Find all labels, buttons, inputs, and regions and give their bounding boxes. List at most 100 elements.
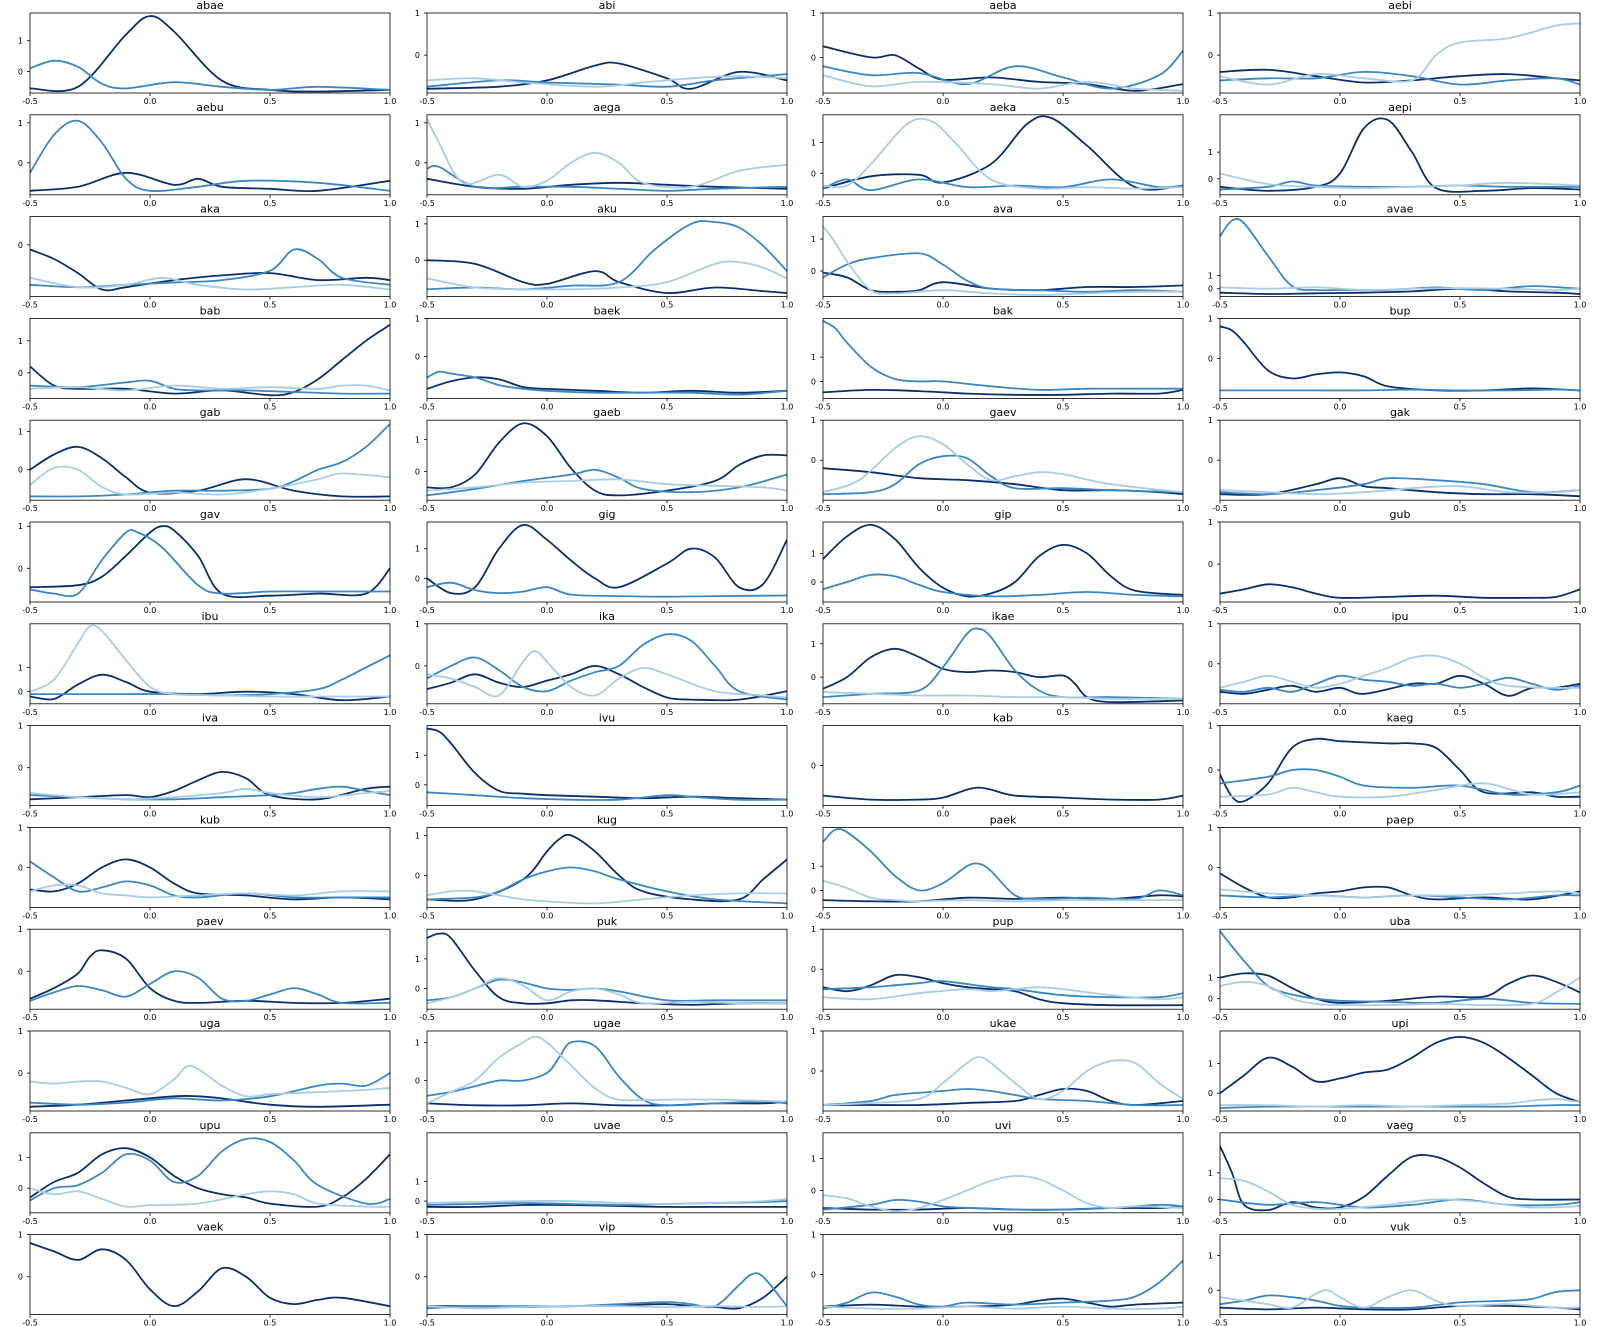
panel-title: gab bbox=[200, 406, 221, 419]
x-tick-label: 0.5 bbox=[1454, 810, 1467, 819]
x-tick-label: 1.0 bbox=[1574, 199, 1587, 208]
x-tick-label: 1.0 bbox=[1574, 810, 1587, 819]
panel-frame bbox=[1219, 623, 1581, 705]
panel-vug: vug -0.5 0.0 0.5 1.0 1 0 bbox=[811, 1221, 1189, 1326]
x-tick-label: 0.0 bbox=[541, 606, 554, 615]
series-line-2 bbox=[427, 164, 787, 192]
y-tick-label: 0 bbox=[1208, 1089, 1213, 1098]
x-tick-label: -0.5 bbox=[22, 810, 38, 819]
series-line-1 bbox=[1220, 68, 1580, 84]
panel-bab: bab -0.5 0.0 0.5 1.0 1 0 bbox=[18, 304, 396, 411]
panel-ava: ava -0.5 0.0 0.5 1.0 1 0 bbox=[811, 203, 1189, 310]
x-tick-label: -0.5 bbox=[22, 402, 38, 411]
series-line-1 bbox=[30, 323, 390, 397]
x-tick-label: -0.5 bbox=[815, 199, 831, 208]
series-group bbox=[823, 523, 1183, 598]
panel-title: upi bbox=[1391, 1017, 1408, 1030]
y-tick-label: 0 bbox=[811, 267, 816, 276]
x-tick-label: 1.0 bbox=[384, 504, 397, 513]
y-tick-label: 1 bbox=[415, 620, 420, 629]
x-tick-label: 0.5 bbox=[1454, 911, 1467, 920]
x-tick-label: 1.0 bbox=[1177, 1319, 1190, 1326]
x-tick-label: 0.5 bbox=[661, 199, 674, 208]
y-tick-label: 0 bbox=[1208, 863, 1213, 872]
series-line-1 bbox=[823, 388, 1183, 396]
panel-vuk: vuk -0.5 0.0 0.5 1.0 1 0 bbox=[1208, 1221, 1586, 1326]
panel-frame bbox=[426, 1132, 788, 1214]
y-tick-label: 0 bbox=[18, 967, 23, 976]
x-tick-label: 0.0 bbox=[144, 504, 157, 513]
x-tick-label: 0.5 bbox=[1454, 97, 1467, 106]
panel-ikae: ikae -0.5 0.0 0.5 1.0 1 0 bbox=[811, 610, 1189, 717]
series-line-2 bbox=[1220, 388, 1580, 392]
y-tick-label: 0 bbox=[1208, 354, 1213, 363]
panel-frame bbox=[29, 1030, 391, 1112]
panel-title: vaek bbox=[197, 1221, 224, 1234]
series-line-3 bbox=[30, 883, 390, 899]
panel-ibu: ibu -0.5 0.0 0.5 1.0 1 0 bbox=[18, 610, 396, 717]
panel-gaev: gaev -0.5 0.0 0.5 1.0 1 0 bbox=[811, 406, 1189, 513]
series-group bbox=[1220, 217, 1580, 295]
panel-paek: paek -0.5 0.0 0.5 1.0 1 0 bbox=[811, 813, 1189, 920]
x-tick-label: 0.0 bbox=[1334, 97, 1347, 106]
series-group bbox=[30, 858, 390, 901]
series-line-1 bbox=[1220, 1145, 1580, 1212]
panel-frame bbox=[1219, 928, 1581, 1010]
x-tick-label: 0.0 bbox=[1334, 810, 1347, 819]
series-group bbox=[427, 370, 787, 396]
series-line-3 bbox=[427, 117, 787, 189]
panel-frame bbox=[822, 419, 1184, 501]
series-line-1 bbox=[823, 271, 1183, 293]
series-group bbox=[1220, 1145, 1580, 1212]
x-tick-label: 0.0 bbox=[541, 199, 554, 208]
panel-frame bbox=[426, 827, 788, 908]
series-group bbox=[30, 248, 390, 292]
panel-frame bbox=[29, 725, 391, 806]
panel-title: gak bbox=[1390, 406, 1411, 419]
series-line-1 bbox=[427, 524, 787, 595]
y-tick-label: 0 bbox=[1208, 766, 1213, 775]
x-tick-label: 1.0 bbox=[1177, 810, 1190, 819]
series-line-2 bbox=[427, 791, 787, 801]
x-tick-label: -0.5 bbox=[419, 810, 435, 819]
x-tick-label: -0.5 bbox=[815, 402, 831, 411]
x-tick-label: -0.5 bbox=[419, 199, 435, 208]
series-line-3 bbox=[1220, 654, 1580, 689]
series-line-3 bbox=[427, 1305, 787, 1310]
x-tick-label: 0.5 bbox=[1057, 504, 1070, 513]
x-tick-label: -0.5 bbox=[815, 1319, 831, 1326]
y-tick-label: 0 bbox=[18, 241, 23, 250]
y-tick-label: 1 bbox=[1208, 974, 1213, 983]
y-tick-label: 1 bbox=[415, 1038, 420, 1047]
x-tick-label: 0.5 bbox=[264, 708, 277, 717]
y-tick-label: 1 bbox=[415, 545, 420, 554]
series-line-3 bbox=[427, 260, 787, 291]
series-line-1 bbox=[30, 1242, 390, 1308]
series-line-3 bbox=[427, 889, 787, 905]
panel-title: pup bbox=[993, 915, 1014, 928]
series-group bbox=[1220, 477, 1580, 498]
y-tick-label: 0 bbox=[415, 781, 420, 790]
x-tick-label: -0.5 bbox=[419, 301, 435, 310]
x-tick-label: 0.0 bbox=[1334, 1319, 1347, 1326]
y-tick-label: 1 bbox=[18, 1153, 23, 1162]
x-tick-label: 0.0 bbox=[144, 1013, 157, 1022]
y-tick-label: 1 bbox=[811, 416, 816, 425]
series-line-2 bbox=[30, 528, 390, 598]
series-line-3 bbox=[1220, 286, 1580, 291]
series-line-2 bbox=[823, 1088, 1183, 1107]
series-line-2 bbox=[823, 828, 1183, 901]
series-line-3 bbox=[1220, 1098, 1580, 1108]
panel-frame bbox=[426, 216, 788, 298]
x-tick-label: 0.5 bbox=[661, 1115, 674, 1124]
x-tick-label: 0.0 bbox=[1334, 606, 1347, 615]
y-tick-label: 0 bbox=[811, 456, 816, 465]
x-tick-label: 0.5 bbox=[1057, 708, 1070, 717]
series-line-1 bbox=[427, 422, 787, 497]
series-line-1 bbox=[823, 647, 1183, 704]
x-tick-label: 0.0 bbox=[541, 708, 554, 717]
panel-gav: gav -0.5 0.0 0.5 1.0 1 0 bbox=[18, 508, 396, 615]
y-tick-label: 1 bbox=[18, 823, 23, 832]
y-tick-label: 1 bbox=[415, 955, 420, 964]
series-group bbox=[30, 323, 390, 397]
